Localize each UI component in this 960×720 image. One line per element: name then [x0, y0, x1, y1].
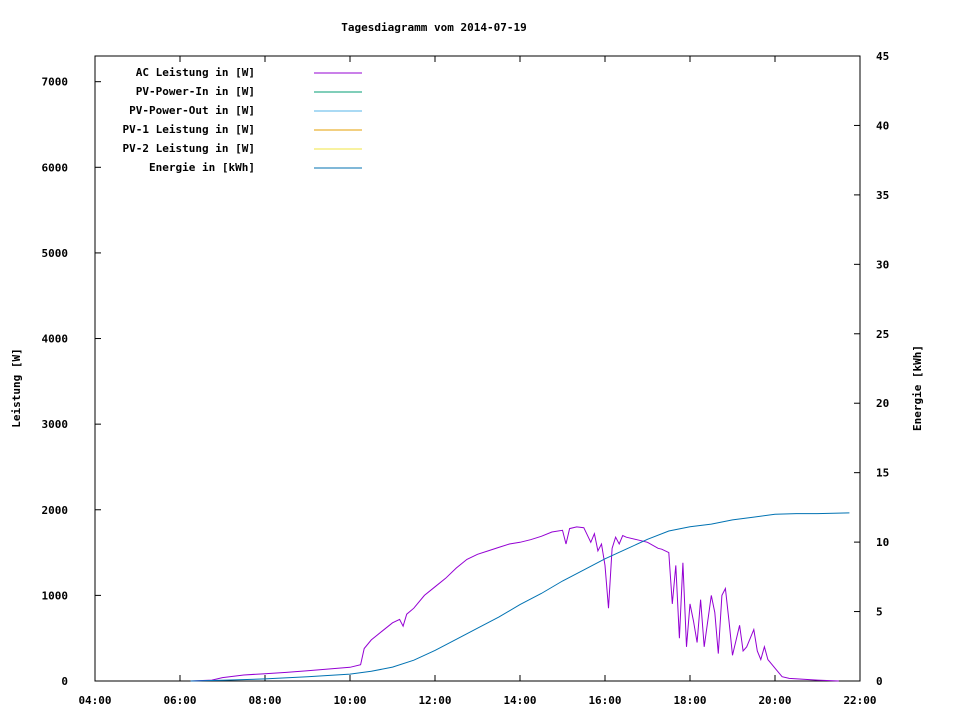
legend-label: PV-Power-In in [W] — [136, 85, 255, 98]
legend-label: Energie in [kWh] — [149, 161, 255, 174]
y2-tick-label: 0 — [876, 675, 883, 688]
tick-group: 04:00 06:00 08:00 10:00 12:00 14:00 16:00 18:00… — [42, 50, 890, 707]
y-tick-label: 6000 — [42, 161, 69, 174]
y-tick-label: 0 — [61, 675, 68, 688]
y2-tick-label: 20 — [876, 397, 889, 410]
y-tick-label: 1000 — [42, 589, 69, 602]
y-tick-label: 4000 — [42, 333, 69, 346]
y2-tick-label: 10 — [876, 536, 889, 549]
x-tick-label: 06:00 — [163, 694, 196, 707]
x-tick-label: 08:00 — [248, 694, 281, 707]
legend-label: PV-1 Leistung in [W] — [123, 123, 255, 136]
x-tick-label: 20:00 — [758, 694, 791, 707]
y2-tick-label: 35 — [876, 189, 889, 202]
y2-axis-label: Energie [kWh] — [911, 345, 924, 431]
series-group — [190, 512, 850, 682]
y-tick-label: 3000 — [42, 418, 69, 431]
plot-frame — [94, 55, 861, 682]
y2-tick-label: 25 — [876, 328, 889, 341]
x-tick-label: 12:00 — [418, 694, 451, 707]
y-tick-label: 7000 — [42, 76, 69, 89]
legend: AC Leistung in [W] PV-Power-In in [W] PV-P… — [123, 66, 362, 174]
x-tick-label: 22:00 — [843, 694, 876, 707]
x-tick-label: 04:00 — [78, 694, 111, 707]
y2-tick-label: 5 — [876, 606, 883, 619]
x-tick-label: 14:00 — [503, 694, 536, 707]
x-tick-label: 10:00 — [333, 694, 366, 707]
series-line-5 — [190, 512, 850, 682]
x-tick-label: 18:00 — [673, 694, 706, 707]
y-tick-label: 2000 — [42, 504, 69, 517]
legend-label: PV-2 Leistung in [W] — [123, 142, 255, 155]
series-line-0 — [190, 526, 839, 682]
y2-tick-label: 30 — [876, 258, 889, 271]
x-tick-label: 16:00 — [588, 694, 621, 707]
y-axis-label: Leistung [W] — [10, 348, 23, 427]
y2-tick-label: 40 — [876, 119, 889, 132]
y2-tick-label: 45 — [876, 50, 889, 63]
legend-label: AC Leistung in [W] — [136, 66, 255, 79]
y-tick-label: 5000 — [42, 247, 69, 260]
chart-title: Tagesdiagramm vom 2014-07-19 — [341, 21, 526, 34]
legend-label: PV-Power-Out in [W] — [129, 104, 255, 117]
y2-tick-label: 15 — [876, 467, 889, 480]
